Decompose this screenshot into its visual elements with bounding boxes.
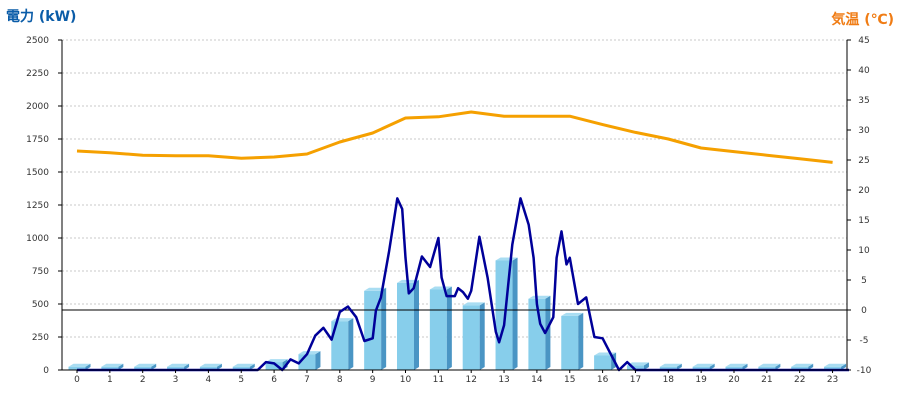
left-tick-label: 250 [32,333,49,343]
bar-side [447,286,452,370]
bar-face [430,289,447,370]
right-tick-label: 35 [858,96,869,106]
left-tick-label: 1750 [26,135,49,145]
right-tick-label: 15 [858,216,869,226]
left-tick-labels: 0 250 500 750 1000 1250 1500 1750 2000 2250 2500 [26,36,62,376]
right-tick-labels: -10 -5 0 5 10 15 20 25 30 35 40 45 [847,36,872,376]
x-tick-label: 18 [663,375,675,385]
right-tick-label: 5 [861,276,867,286]
left-tick-label: 1250 [26,201,49,211]
left-tick-label: 0 [43,366,49,376]
right-tick-label: 25 [858,156,869,166]
left-tick-label: 2500 [26,36,49,46]
bar [364,288,386,370]
x-tick-label: 2 [140,375,146,385]
bar-face [561,316,578,370]
bar-side [578,313,583,370]
x-tick-label: 12 [465,375,476,385]
bar-side [315,351,320,370]
x-tick-label: 22 [794,375,805,385]
x-tick-label: 5 [238,375,244,385]
bar-side [480,302,485,370]
x-tick-label: 19 [695,375,707,385]
right-tick-label: -10 [857,366,872,376]
bar [463,302,485,370]
x-tick-label: 13 [498,375,509,385]
right-tick-label: 10 [858,246,870,256]
x-tick-labels: 0 1 2 3 4 5 6 7 8 9 10 11 12 13 14 15 16 17 18 19 20 21 22 23 [74,370,838,385]
x-tick-label: 15 [564,375,575,385]
bar-side [513,257,518,370]
bar-side [381,288,386,370]
bar-side [348,318,353,370]
x-tick-label: 9 [370,375,376,385]
right-axis-title: 気温 (℃) [831,11,894,28]
x-tick-label: 21 [761,375,772,385]
x-tick-label: 6 [271,375,277,385]
bar-face [463,305,480,370]
x-tick-label: 17 [630,375,641,385]
x-tick-label: 8 [337,375,343,385]
x-tick-label: 1 [107,375,113,385]
x-tick-label: 14 [531,375,543,385]
right-tick-label: 30 [858,126,870,136]
bar [496,257,518,370]
bar [528,296,550,370]
x-tick-label: 20 [728,375,740,385]
x-tick-label: 7 [304,375,310,385]
x-tick-label: 4 [206,375,212,385]
bar [430,286,452,370]
left-tick-label: 2000 [26,102,49,112]
x-tick-label: 10 [400,375,412,385]
bar-face [594,355,611,370]
bar-side [414,280,419,370]
right-tick-label: 20 [858,186,870,196]
bar-face [397,283,414,370]
x-tick-label: 3 [173,375,179,385]
bar [561,313,583,370]
right-tick-label: 45 [858,36,869,46]
x-tick-label: 16 [597,375,609,385]
bar-series [69,257,847,370]
right-tick-label: 40 [858,66,870,76]
x-tick-label: 0 [74,375,80,385]
temperature-line [77,112,833,162]
left-tick-label: 1000 [26,234,49,244]
line-series [62,112,849,370]
x-tick-label: 11 [433,375,444,385]
right-tick-label: 0 [861,306,867,316]
right-tick-label: -5 [860,336,869,346]
bar [594,352,616,370]
left-axis-title: 電力 (kW) [6,8,76,25]
left-tick-label: 2250 [26,69,49,79]
grid [62,40,847,337]
x-tick-label: 23 [827,375,838,385]
left-tick-label: 750 [32,267,49,277]
left-tick-label: 500 [32,300,49,310]
left-tick-label: 1500 [26,168,49,178]
